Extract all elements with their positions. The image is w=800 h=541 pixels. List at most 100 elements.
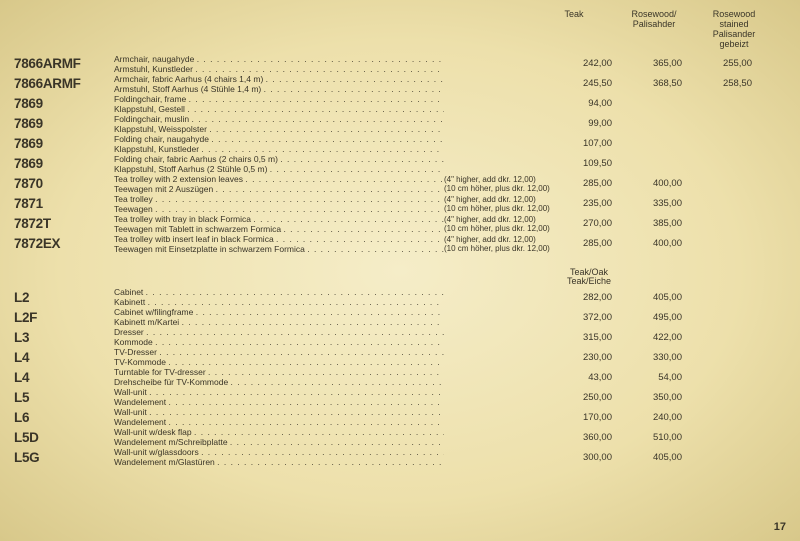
table-row: L4 Turntable for TV-dresser Drehscheibe … xyxy=(14,367,786,387)
price-col2: 422,00 xyxy=(624,332,694,343)
sub-header: Teak/Oak Teak/Eiche xyxy=(14,268,786,288)
price-rosewood: 400,00 xyxy=(624,238,694,249)
product-description: Cabinet w/filingframe Kabinett m/Kartei xyxy=(114,307,444,327)
table-row: 7866ARMF Armchair, naugahyde Armstuhl, K… xyxy=(14,54,786,74)
product-block-1: 7866ARMF Armchair, naugahyde Armstuhl, K… xyxy=(14,54,786,254)
table-row: L5G Wall-unit w/glassdoors Wandelement m… xyxy=(14,447,786,467)
product-code: L3 xyxy=(14,330,114,345)
product-code: 7871 xyxy=(14,196,114,211)
price-teak: 285,00 xyxy=(554,238,624,249)
product-code: L6 xyxy=(14,410,114,425)
product-code: L2F xyxy=(14,310,114,325)
product-code: L5G xyxy=(14,450,114,465)
price-col1: 372,00 xyxy=(554,312,624,323)
product-code: 7866ARMF xyxy=(14,76,114,91)
product-description: Wall-unit w/glassdoors Wandelement m/Gla… xyxy=(114,447,444,467)
table-row: 7869 Foldingchair, frame Klappstuhl, Ges… xyxy=(14,94,786,114)
product-code: 7869 xyxy=(14,96,114,111)
table-row: 7871 Tea trolley Teewagen (4" higher, ad… xyxy=(14,194,786,214)
price-col2: 330,00 xyxy=(624,352,694,363)
price-col1: 250,00 xyxy=(554,392,624,403)
header-teak-label: Teak xyxy=(564,9,583,19)
price-teak: 99,00 xyxy=(554,118,624,129)
product-note: (4" higher, add dkr. 12,00)(10 cm höher,… xyxy=(444,175,554,193)
header-teak: Teak xyxy=(534,10,614,50)
product-description: Tea trolley witb insert leaf in black Fo… xyxy=(114,234,444,254)
product-description: Tea trolley with tray in black Formica T… xyxy=(114,214,444,234)
product-description: Wall-unit w/desk flap Wandelement m/Schr… xyxy=(114,427,444,447)
product-code: 7869 xyxy=(14,136,114,151)
price-teak: 242,00 xyxy=(554,58,624,69)
product-description: Wall-unit Wandelement xyxy=(114,407,444,427)
product-description: Foldingchair, frame Klappstuhl, Gestell xyxy=(114,94,444,114)
product-note: (4" higher, add dkr. 12,00)(10 cm höher,… xyxy=(444,215,554,233)
product-description: Dresser Kommode xyxy=(114,327,444,347)
price-teak: 245,50 xyxy=(554,78,624,89)
table-row: L5D Wall-unit w/desk flap Wandelement m/… xyxy=(14,427,786,447)
table-row: 7872T Tea trolley with tray in black For… xyxy=(14,214,786,234)
table-row: L2 Cabinet Kabinett 282,00 405,00 xyxy=(14,287,786,307)
product-code: 7866ARMF xyxy=(14,56,114,71)
table-row: L3 Dresser Kommode 315,00 422,00 xyxy=(14,327,786,347)
table-row: 7866ARMF Armchair, fabric Aarhus (4 chai… xyxy=(14,74,786,94)
catalog-page: Teak Rosewood/ Palisahder Rosewood stain… xyxy=(0,0,800,541)
price-col1: 282,00 xyxy=(554,292,624,303)
product-description: TV-Dresser TV-Kommode xyxy=(114,347,444,367)
header-rosewood: Rosewood/ Palisahder xyxy=(614,10,694,50)
product-code: 7872EX xyxy=(14,236,114,251)
product-description: Turntable for TV-dresser Drehscheibe für… xyxy=(114,367,444,387)
table-row: L2F Cabinet w/filingframe Kabinett m/Kar… xyxy=(14,307,786,327)
page-number: 17 xyxy=(774,521,786,533)
table-row: L6 Wall-unit Wandelement 170,00 240,00 xyxy=(14,407,786,427)
price-col2: 405,00 xyxy=(624,292,694,303)
price-col1: 170,00 xyxy=(554,412,624,423)
product-note: (4" higher, add dkr. 12,00)(10 cm höher,… xyxy=(444,235,554,253)
product-note: (4" higher, add dkr. 12,00)(10 cm höher,… xyxy=(444,195,554,213)
product-code: L5D xyxy=(14,430,114,445)
product-description: Wall-unit Wandelement xyxy=(114,387,444,407)
price-col1: 300,00 xyxy=(554,452,624,463)
product-code: L5 xyxy=(14,390,114,405)
price-col2: 510,00 xyxy=(624,432,694,443)
table-row: L4 TV-Dresser TV-Kommode 230,00 330,00 xyxy=(14,347,786,367)
product-code: 7870 xyxy=(14,176,114,191)
price-teak: 285,00 xyxy=(554,178,624,189)
price-rosewood: 335,00 xyxy=(624,198,694,209)
product-block-2: L2 Cabinet Kabinett 282,00 405,00 L2F Ca… xyxy=(14,287,786,467)
product-description: Folding chair, naugahyde Klappstuhl, Kun… xyxy=(114,134,444,154)
price-col2: 240,00 xyxy=(624,412,694,423)
table-row: 7869 Folding chair, fabric Aarhus (2 cha… xyxy=(14,154,786,174)
product-code: L4 xyxy=(14,370,114,385)
product-description: Tea trolley Teewagen xyxy=(114,194,444,214)
price-rosewood: 365,00 xyxy=(624,58,694,69)
table-row: 7869 Foldingchair, muslin Klappstuhl, We… xyxy=(14,114,786,134)
product-code: 7872T xyxy=(14,216,114,231)
product-description: Armchair, fabric Aarhus (4 chairs 1,4 m)… xyxy=(114,74,444,94)
table-row: 7869 Folding chair, naugahyde Klappstuhl… xyxy=(14,134,786,154)
price-col2: 54,00 xyxy=(624,372,694,383)
price-col2: 405,00 xyxy=(624,452,694,463)
price-col1: 230,00 xyxy=(554,352,624,363)
price-teak: 107,00 xyxy=(554,138,624,149)
price-col1: 43,00 xyxy=(554,372,624,383)
table-row: 7870 Tea trolley with 2 extension leaves… xyxy=(14,174,786,194)
price-col2: 495,00 xyxy=(624,312,694,323)
price-teak: 270,00 xyxy=(554,218,624,229)
price-rosewood: 400,00 xyxy=(624,178,694,189)
header-rosewood-stained: Rosewood stained Palisander gebeizt xyxy=(694,10,774,50)
product-code: L2 xyxy=(14,290,114,305)
product-description: Foldingchair, muslin Klappstuhl, Weisspo… xyxy=(114,114,444,134)
table-row: L5 Wall-unit Wandelement 250,00 350,00 xyxy=(14,387,786,407)
product-code: 7869 xyxy=(14,156,114,171)
product-description: Tea trolley with 2 extension leaves Teew… xyxy=(114,174,444,194)
price-teak: 94,00 xyxy=(554,98,624,109)
price-col1: 360,00 xyxy=(554,432,624,443)
product-code: L4 xyxy=(14,350,114,365)
product-description: Armchair, naugahyde Armstuhl, Kunstleder xyxy=(114,54,444,74)
product-description: Folding chair, fabric Aarhus (2 chairs 0… xyxy=(114,154,444,174)
price-column-headers: Teak Rosewood/ Palisahder Rosewood stain… xyxy=(14,10,786,50)
price-col1: 315,00 xyxy=(554,332,624,343)
price-rosewood-stained: 258,50 xyxy=(694,78,764,89)
price-teak: 109,50 xyxy=(554,158,624,169)
price-col2: 350,00 xyxy=(624,392,694,403)
